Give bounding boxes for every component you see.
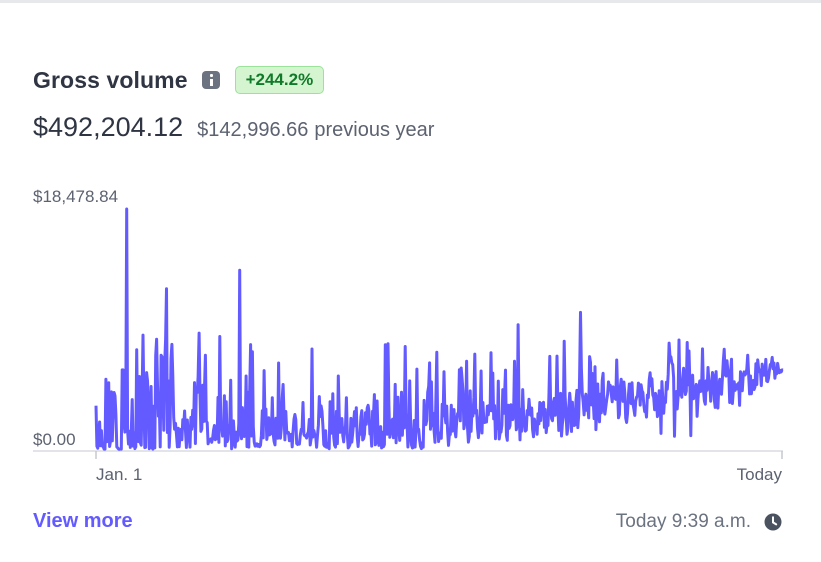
widget-title: Gross volume <box>33 66 188 93</box>
change-badge: +244.2% <box>234 66 325 94</box>
previous-label: previous year <box>314 119 435 141</box>
totals-row: $492,204.12 $142,996.66 previous year <box>33 112 434 143</box>
top-divider <box>0 0 821 3</box>
series-layer <box>94 207 784 451</box>
x-tick-label-end: Today <box>737 465 783 484</box>
x-tick-label-start: Jan. 1 <box>96 465 142 484</box>
widget-header: Gross volume +244.2% <box>33 66 325 94</box>
gross-volume-chart: $18,478.84 $0.00 Jan. 1 Today <box>33 187 784 484</box>
previous-amount: $142,996.66 <box>197 119 309 141</box>
series-line-0 <box>94 207 784 451</box>
clock-icon <box>764 513 782 531</box>
info-icon[interactable] <box>201 71 220 89</box>
view-more-link[interactable]: View more <box>33 510 133 532</box>
y-tick-label-zero: $0.00 <box>33 430 76 449</box>
last-updated: Today 9:39 a.m. <box>616 511 783 533</box>
updated-time: Today 9:39 a.m. <box>615 511 751 532</box>
y-tick-label-max: $18,478.84 <box>33 187 118 206</box>
total-amount: $492,204.12 <box>33 112 184 142</box>
